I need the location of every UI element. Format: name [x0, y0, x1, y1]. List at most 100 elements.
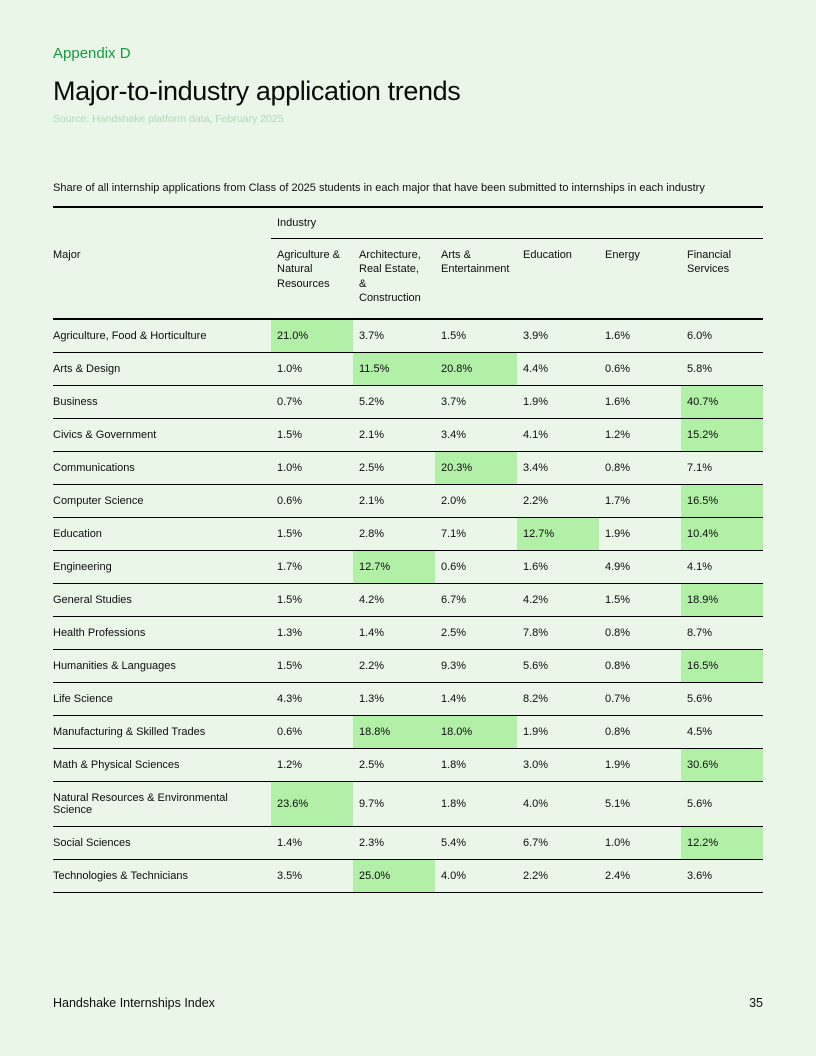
value-cell: 1.4%: [435, 682, 517, 717]
value-cell: 4.4%: [517, 352, 599, 387]
major-row-label: Arts & Design: [53, 352, 271, 387]
major-row-label: Education: [53, 517, 271, 552]
value-cell: 0.6%: [271, 715, 353, 750]
value-cell: 12.7%: [517, 517, 599, 552]
table-row: Technologies & Technicians 3.5% 25.0% 4.0% 2…: [53, 859, 764, 894]
table-row: General Studies 1.5% 4.2% 6.7% 4.2% 1.5% 18.9%: [53, 583, 764, 618]
value-cell: 1.6%: [599, 319, 681, 354]
value-cell: 0.7%: [599, 682, 681, 717]
value-cell: 2.3%: [353, 826, 435, 861]
value-cell: 16.5%: [681, 484, 764, 519]
table-row: Agriculture, Food & Horticulture 21.0% 3.7…: [53, 319, 764, 354]
value-cell: 2.2%: [353, 649, 435, 684]
value-cell: 0.6%: [435, 550, 517, 585]
table-row: Manufacturing & Skilled Trades 0.6% 18.8% 1…: [53, 715, 764, 750]
major-row-label: Business: [53, 385, 271, 420]
value-cell: 1.0%: [271, 352, 353, 387]
value-cell: 2.4%: [599, 859, 681, 894]
industry-column-header: Financial Services: [681, 238, 764, 321]
major-row-label: Engineering: [53, 550, 271, 585]
value-cell: 3.7%: [435, 385, 517, 420]
value-cell: 1.3%: [271, 616, 353, 651]
table-row: Computer Science 0.6% 2.1% 2.0% 2.2% 1.7% 16.5…: [53, 484, 764, 519]
value-cell: 0.8%: [599, 616, 681, 651]
value-cell: 1.0%: [599, 826, 681, 861]
major-row-label: Civics & Government: [53, 418, 271, 453]
table-body: Agriculture, Food & Horticulture 21.0% 3.7…: [53, 319, 764, 894]
value-cell: 1.5%: [435, 319, 517, 354]
value-cell: 2.2%: [517, 859, 599, 894]
value-cell: 1.7%: [599, 484, 681, 519]
value-cell: 4.1%: [681, 550, 764, 585]
value-cell: 7.8%: [517, 616, 599, 651]
value-cell: 5.6%: [517, 649, 599, 684]
value-cell: 23.6%: [271, 781, 353, 828]
appendix-label: Appendix D: [53, 45, 131, 62]
major-row-label: Math & Physical Sciences: [53, 748, 271, 783]
value-cell: 2.5%: [353, 451, 435, 486]
value-cell: 21.0%: [271, 319, 353, 354]
table-row: Math & Physical Sciences 1.2% 2.5% 1.8% 3.0%…: [53, 748, 764, 783]
value-cell: 1.5%: [271, 418, 353, 453]
table-row: Arts & Design 1.0% 11.5% 20.8% 4.4% 0.6% 5.8%: [53, 352, 764, 387]
source-note: Source: Handshake platform data, Februar…: [53, 113, 284, 125]
major-row-label: Technologies & Technicians: [53, 859, 271, 894]
value-cell: 2.8%: [353, 517, 435, 552]
value-cell: 1.2%: [599, 418, 681, 453]
value-cell: 6.7%: [435, 583, 517, 618]
value-cell: 5.6%: [681, 781, 764, 828]
value-cell: 6.7%: [517, 826, 599, 861]
value-cell: 3.7%: [353, 319, 435, 354]
value-cell: 0.6%: [271, 484, 353, 519]
value-cell: 1.5%: [271, 517, 353, 552]
value-cell: 3.5%: [271, 859, 353, 894]
value-cell: 4.9%: [599, 550, 681, 585]
table-row: Communications 1.0% 2.5% 20.3% 3.4% 0.8% 7.1%: [53, 451, 764, 486]
value-cell: 1.6%: [517, 550, 599, 585]
major-row-label: Natural Resources & Environmental Scienc…: [53, 781, 271, 828]
industry-column-header: Agriculture & Natural Resources: [271, 238, 353, 321]
value-cell: 4.2%: [517, 583, 599, 618]
value-cell: 8.7%: [681, 616, 764, 651]
value-cell: 20.3%: [435, 451, 517, 486]
value-cell: 2.1%: [353, 418, 435, 453]
table-corner-cell: [53, 206, 271, 239]
value-cell: 1.8%: [435, 781, 517, 828]
value-cell: 9.7%: [353, 781, 435, 828]
page-title: Major-to-industry application trends: [53, 76, 461, 106]
value-cell: 4.2%: [353, 583, 435, 618]
value-cell: 5.2%: [353, 385, 435, 420]
column-header-row: Major Agriculture & Natural Resources Arc…: [53, 238, 764, 321]
major-row-label: Computer Science: [53, 484, 271, 519]
table-row: Social Sciences 1.4% 2.3% 5.4% 6.7% 1.0% 12.2%: [53, 826, 764, 861]
value-cell: 9.3%: [435, 649, 517, 684]
value-cell: 0.6%: [599, 352, 681, 387]
value-cell: 1.3%: [353, 682, 435, 717]
value-cell: 8.2%: [517, 682, 599, 717]
value-cell: 12.2%: [681, 826, 764, 861]
major-row-label: Humanities & Languages: [53, 649, 271, 684]
major-row-label: Social Sciences: [53, 826, 271, 861]
value-cell: 2.2%: [517, 484, 599, 519]
value-cell: 18.8%: [353, 715, 435, 750]
value-cell: 18.0%: [435, 715, 517, 750]
major-row-label: General Studies: [53, 583, 271, 618]
value-cell: 30.6%: [681, 748, 764, 783]
value-cell: 4.0%: [517, 781, 599, 828]
value-cell: 4.0%: [435, 859, 517, 894]
value-cell: 1.2%: [271, 748, 353, 783]
table-row: Life Science 4.3% 1.3% 1.4% 8.2% 0.7% 5.6%: [53, 682, 764, 717]
table-description: Share of all internship applications fro…: [53, 182, 705, 194]
major-row-label: Manufacturing & Skilled Trades: [53, 715, 271, 750]
value-cell: 11.5%: [353, 352, 435, 387]
value-cell: 25.0%: [353, 859, 435, 894]
table-row: Engineering 1.7% 12.7% 0.6% 1.6% 4.9% 4.1%: [53, 550, 764, 585]
value-cell: 10.4%: [681, 517, 764, 552]
value-cell: 5.6%: [681, 682, 764, 717]
value-cell: 16.5%: [681, 649, 764, 684]
value-cell: 1.5%: [271, 649, 353, 684]
value-cell: 4.1%: [517, 418, 599, 453]
major-row-label: Agriculture, Food & Horticulture: [53, 319, 271, 354]
value-cell: 1.8%: [435, 748, 517, 783]
